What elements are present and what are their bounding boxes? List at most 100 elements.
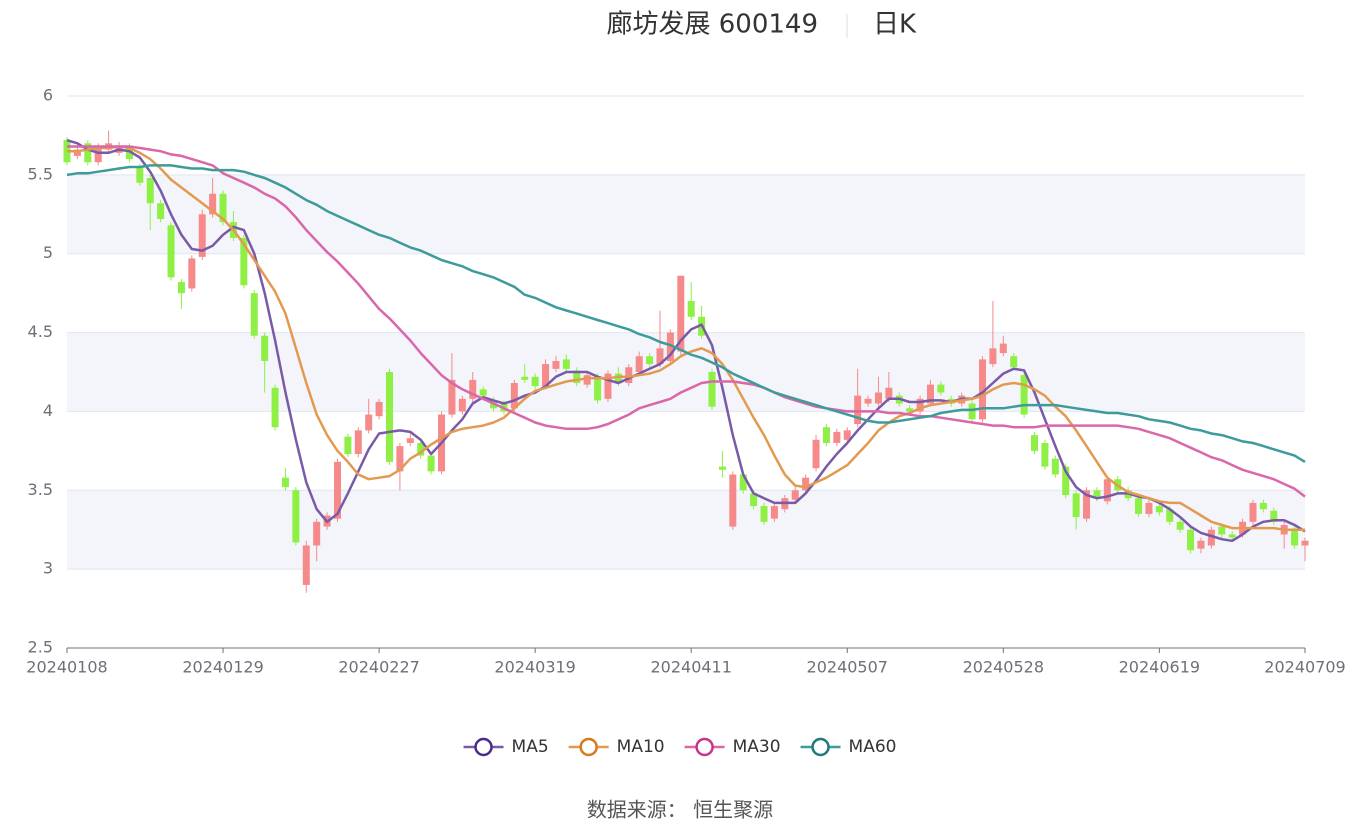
candle-body: [635, 356, 643, 372]
candle-body: [552, 360, 560, 369]
candle-body: [521, 376, 529, 380]
candle-body: [302, 545, 310, 585]
source-note: 数据来源： 恒生聚源: [587, 798, 773, 822]
candle-body: [843, 430, 851, 440]
y-tick-label: 4.5: [28, 322, 53, 341]
candle-body: [219, 193, 227, 223]
candle-body: [375, 401, 383, 417]
candle-body: [802, 477, 810, 491]
candle-body: [292, 490, 300, 543]
x-tick-label: 20240528: [963, 658, 1044, 677]
candle-body: [510, 383, 518, 409]
legend-label: MA10: [617, 737, 665, 757]
candle-body: [1051, 458, 1059, 475]
x-tick-label: 20240709: [1264, 658, 1345, 677]
ma-lines: [66, 139, 1306, 543]
candle-body: [344, 436, 352, 455]
candle-body: [906, 408, 914, 412]
candle-body: [1010, 356, 1018, 368]
candle-body: [1093, 490, 1101, 499]
candle-body: [614, 373, 622, 384]
x-tick-label: 20240507: [807, 658, 888, 677]
candle-body: [531, 376, 539, 387]
candle-body: [417, 442, 425, 456]
candle-body: [94, 146, 102, 163]
candle-body: [542, 364, 550, 387]
candle-body: [989, 348, 997, 365]
candle-body: [1207, 529, 1215, 546]
candle-body: [1072, 493, 1080, 518]
candle-body: [396, 446, 404, 472]
candle-body: [937, 384, 945, 393]
candle-body: [604, 373, 612, 399]
candle-body: [1270, 510, 1278, 522]
chart-title: 廊坊发展 600149: [606, 10, 818, 40]
candle-body: [250, 293, 258, 336]
candle-body: [978, 359, 986, 420]
candle-body: [646, 356, 654, 365]
legend-item: MA30: [684, 737, 781, 757]
legend-item: MA60: [800, 737, 896, 757]
candle-body: [281, 477, 289, 488]
legend-item: MA5: [463, 737, 549, 757]
candle-body: [313, 521, 321, 546]
candle-body: [562, 359, 570, 369]
candle-body: [1197, 540, 1205, 549]
ma-line: [67, 145, 1306, 498]
candle-body: [833, 431, 841, 443]
candle-body: [999, 343, 1007, 354]
y-tick-label: 3: [43, 559, 53, 578]
candle-body: [760, 506, 768, 522]
y-tick-label: 3.5: [28, 480, 53, 499]
candle-body: [573, 370, 581, 384]
candle-body: [198, 214, 206, 257]
ma-line: [66, 139, 1306, 543]
candle-body: [885, 387, 893, 399]
legend-label: MA30: [733, 737, 781, 757]
candle-body: [822, 427, 830, 443]
ma-line: [66, 164, 1306, 463]
candle-body: [770, 506, 778, 519]
legend-item: MA10: [568, 737, 665, 757]
candle-body: [708, 372, 716, 407]
candle-body: [1145, 502, 1153, 514]
x-tick-label: 20240227: [338, 658, 419, 677]
candle-body: [479, 389, 487, 396]
candle-body: [1301, 540, 1309, 546]
candle-body: [177, 282, 185, 294]
candle-body: [1291, 529, 1299, 546]
candle-body: [583, 375, 591, 385]
candle-body: [271, 387, 279, 428]
candle-body: [354, 430, 362, 455]
candle-body: [594, 376, 602, 401]
candle-body: [864, 398, 872, 404]
candle-body: [1020, 375, 1028, 415]
candle-body: [386, 372, 394, 462]
candle-body: [656, 348, 664, 365]
legend: MA5 MA10 MA30 MA60: [463, 737, 896, 757]
split-area: [67, 332, 1305, 412]
candle-body: [209, 193, 217, 215]
candle-body: [1166, 509, 1174, 522]
candle-body: [1176, 521, 1184, 530]
x-tick-label: 20240129: [182, 658, 263, 677]
ma-line: [67, 145, 1305, 531]
candle-body: [968, 403, 976, 420]
candle-body: [926, 384, 934, 404]
candle-body: [136, 166, 144, 183]
candle-body: [750, 493, 758, 507]
candle-body: [1062, 466, 1070, 496]
candle-body: [240, 237, 248, 286]
candle-body: [916, 398, 924, 412]
candle-body: [261, 335, 269, 361]
candle-body: [125, 146, 133, 160]
candle-body: [1031, 435, 1039, 451]
y-tick-label: 6: [43, 86, 53, 105]
candle-body: [448, 379, 456, 415]
split-area: [67, 174, 1305, 254]
candle-body: [146, 178, 154, 204]
candle-body: [333, 461, 341, 519]
candle-body: [791, 490, 799, 500]
